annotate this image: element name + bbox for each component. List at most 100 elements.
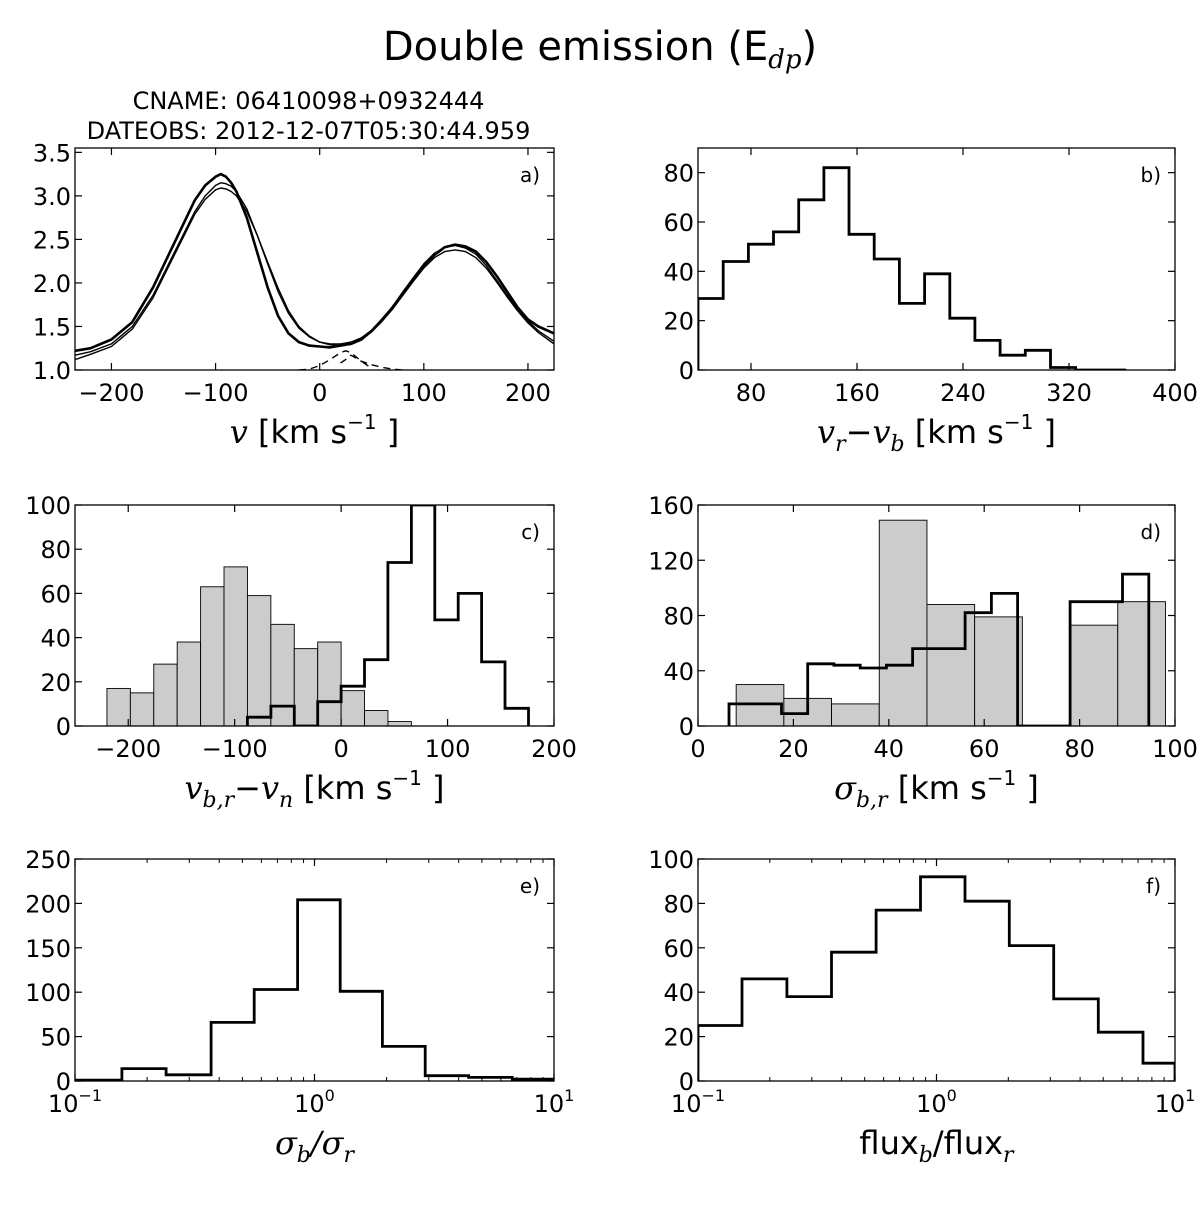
hist-bar bbox=[340, 690, 365, 726]
figure-title-main: Double emission (E bbox=[383, 24, 768, 70]
x-tick-label: −100 bbox=[202, 735, 268, 763]
y-tick-label: 2.5 bbox=[33, 226, 71, 254]
hist-bar bbox=[831, 703, 880, 726]
y-tick-label: 100 bbox=[648, 846, 694, 874]
x-tick-label: 100 bbox=[294, 1086, 335, 1118]
panel-d: 0 20 40 60 80 100 0 40 80 120 160 d) σb,r [km s−1 ] bbox=[648, 492, 1198, 813]
hist-bar bbox=[974, 616, 1023, 726]
hist-bar bbox=[200, 586, 225, 726]
hist-bar bbox=[293, 648, 319, 726]
panel-a: −200 −100 0 100 200 1.0 1.5 2.0 2.5 3.0 3.5 a) CNAME… bbox=[33, 87, 555, 451]
figure-title-subscript: dp bbox=[768, 45, 802, 75]
panel-label-f: f) bbox=[1146, 874, 1161, 898]
x-tick-label: 0 bbox=[312, 379, 327, 407]
panel-label-d: d) bbox=[1141, 520, 1162, 544]
y-tick-label: 100 bbox=[25, 492, 71, 520]
y-tick-label: 40 bbox=[663, 979, 694, 1007]
axes-frame-f bbox=[697, 858, 1176, 1082]
x-tick-label: 10−1 bbox=[48, 1086, 102, 1118]
x-axis-label-b: vr−vb [km s−1 ] bbox=[817, 410, 1056, 457]
y-tick-label: 3.0 bbox=[33, 183, 71, 211]
hist-bar bbox=[387, 721, 412, 726]
x-tick-label: 100 bbox=[916, 1086, 957, 1118]
y-tick-label: 60 bbox=[40, 580, 71, 608]
x-tick-label: 0 bbox=[690, 735, 705, 763]
x-tick-label: 200 bbox=[505, 379, 551, 407]
step-hist-1 bbox=[727, 572, 1151, 726]
x-axis-label-f: fluxb/fluxr bbox=[859, 1124, 1015, 1168]
y-tick-label: 100 bbox=[25, 979, 71, 1007]
hist-bar bbox=[1069, 624, 1119, 726]
x-tick-label: 100 bbox=[425, 735, 471, 763]
hist-bar bbox=[176, 641, 202, 726]
hist-bar bbox=[364, 710, 389, 726]
y-tick-label: 0 bbox=[679, 357, 694, 385]
plot-area-b bbox=[698, 166, 1126, 370]
x-tick-label: 60 bbox=[969, 735, 1000, 763]
hist-bar bbox=[223, 566, 248, 726]
x-tick-label: 400 bbox=[1152, 379, 1198, 407]
y-tick-label: 200 bbox=[25, 890, 71, 918]
y-tick-label: 40 bbox=[40, 625, 71, 653]
x-tick-label: 160 bbox=[834, 379, 880, 407]
x-tick-label: 100 bbox=[1152, 735, 1198, 763]
figure-title-close: ) bbox=[802, 24, 818, 70]
step-hist-0 bbox=[698, 875, 1175, 1081]
plot-area-c bbox=[106, 505, 530, 726]
hist-bar bbox=[317, 641, 342, 726]
panel-e: 10−1 100 101 0 50 100 150 200 250 e) σb/σr bbox=[25, 846, 574, 1168]
y-tick-label: 0 bbox=[56, 713, 71, 741]
hist-bar bbox=[246, 595, 272, 726]
hist-bar bbox=[926, 604, 976, 726]
line-series-0 bbox=[75, 172, 554, 353]
x-tick-label: 101 bbox=[534, 1086, 575, 1118]
x-tick-label: 0 bbox=[333, 735, 348, 763]
y-tick-label: 150 bbox=[25, 935, 71, 963]
y-tick-label: 20 bbox=[40, 669, 71, 697]
axes-frame-e bbox=[74, 858, 555, 1082]
y-tick-label: 20 bbox=[663, 1024, 694, 1052]
y-tick-label: 20 bbox=[663, 308, 694, 336]
y-tick-label: 60 bbox=[663, 935, 694, 963]
x-axis-label-a: v [km s−1 ] bbox=[230, 410, 399, 451]
y-tick-label: 2.0 bbox=[33, 270, 71, 298]
y-tick-label: 0 bbox=[679, 713, 694, 741]
x-tick-label: 80 bbox=[1064, 735, 1095, 763]
y-tick-label: 160 bbox=[648, 492, 694, 520]
step-hist-1 bbox=[246, 505, 530, 726]
cname-header: CNAME: 06410098+0932444 bbox=[133, 87, 485, 115]
x-tick-label: 20 bbox=[778, 735, 809, 763]
y-tick-label: 40 bbox=[663, 258, 694, 286]
hist-bar bbox=[270, 623, 295, 726]
panel-b: 80 160 240 320 400 0 20 40 60 80 b) vr−vb [km s−1 ] bbox=[663, 147, 1198, 457]
panel-label-c: c) bbox=[521, 520, 540, 544]
y-tick-label: 120 bbox=[648, 547, 694, 575]
y-tick-label: 80 bbox=[663, 160, 694, 188]
hist-bar bbox=[1117, 601, 1166, 726]
x-axis-label-d: σb,r [km s−1 ] bbox=[834, 766, 1039, 813]
y-tick-label: 0 bbox=[679, 1068, 694, 1096]
y-tick-label: 60 bbox=[663, 209, 694, 237]
y-tick-label: 80 bbox=[40, 536, 71, 564]
axes-frame-c bbox=[74, 504, 555, 727]
y-tick-label: 1.0 bbox=[33, 357, 71, 385]
dateobs-header: DATEOBS: 2012-12-07T05:30:44.959 bbox=[87, 117, 531, 145]
step-hist-0 bbox=[75, 898, 554, 1081]
y-tick-label: 250 bbox=[25, 846, 71, 874]
y-tick-label: 40 bbox=[663, 658, 694, 686]
x-tick-label: 100 bbox=[401, 379, 447, 407]
y-tick-label: 80 bbox=[663, 603, 694, 631]
x-axis-label-c: vb,r−vn [km s−1 ] bbox=[184, 766, 444, 813]
panel-label-e: e) bbox=[520, 874, 540, 898]
figure-title: Double emission (Edp) bbox=[383, 24, 817, 75]
x-tick-label: 101 bbox=[1155, 1086, 1196, 1118]
line-series-1 bbox=[75, 182, 554, 356]
x-tick-label: 320 bbox=[1046, 379, 1092, 407]
panel-c: −200 −100 0 100 200 0 20 40 60 80 100 c) vb,r−vn [km… bbox=[25, 492, 577, 813]
x-tick-label: 80 bbox=[736, 379, 767, 407]
x-tick-label: −200 bbox=[78, 379, 144, 407]
plot-area-d bbox=[727, 519, 1166, 726]
x-tick-label: 240 bbox=[940, 379, 986, 407]
step-hist-0 bbox=[698, 166, 1126, 370]
